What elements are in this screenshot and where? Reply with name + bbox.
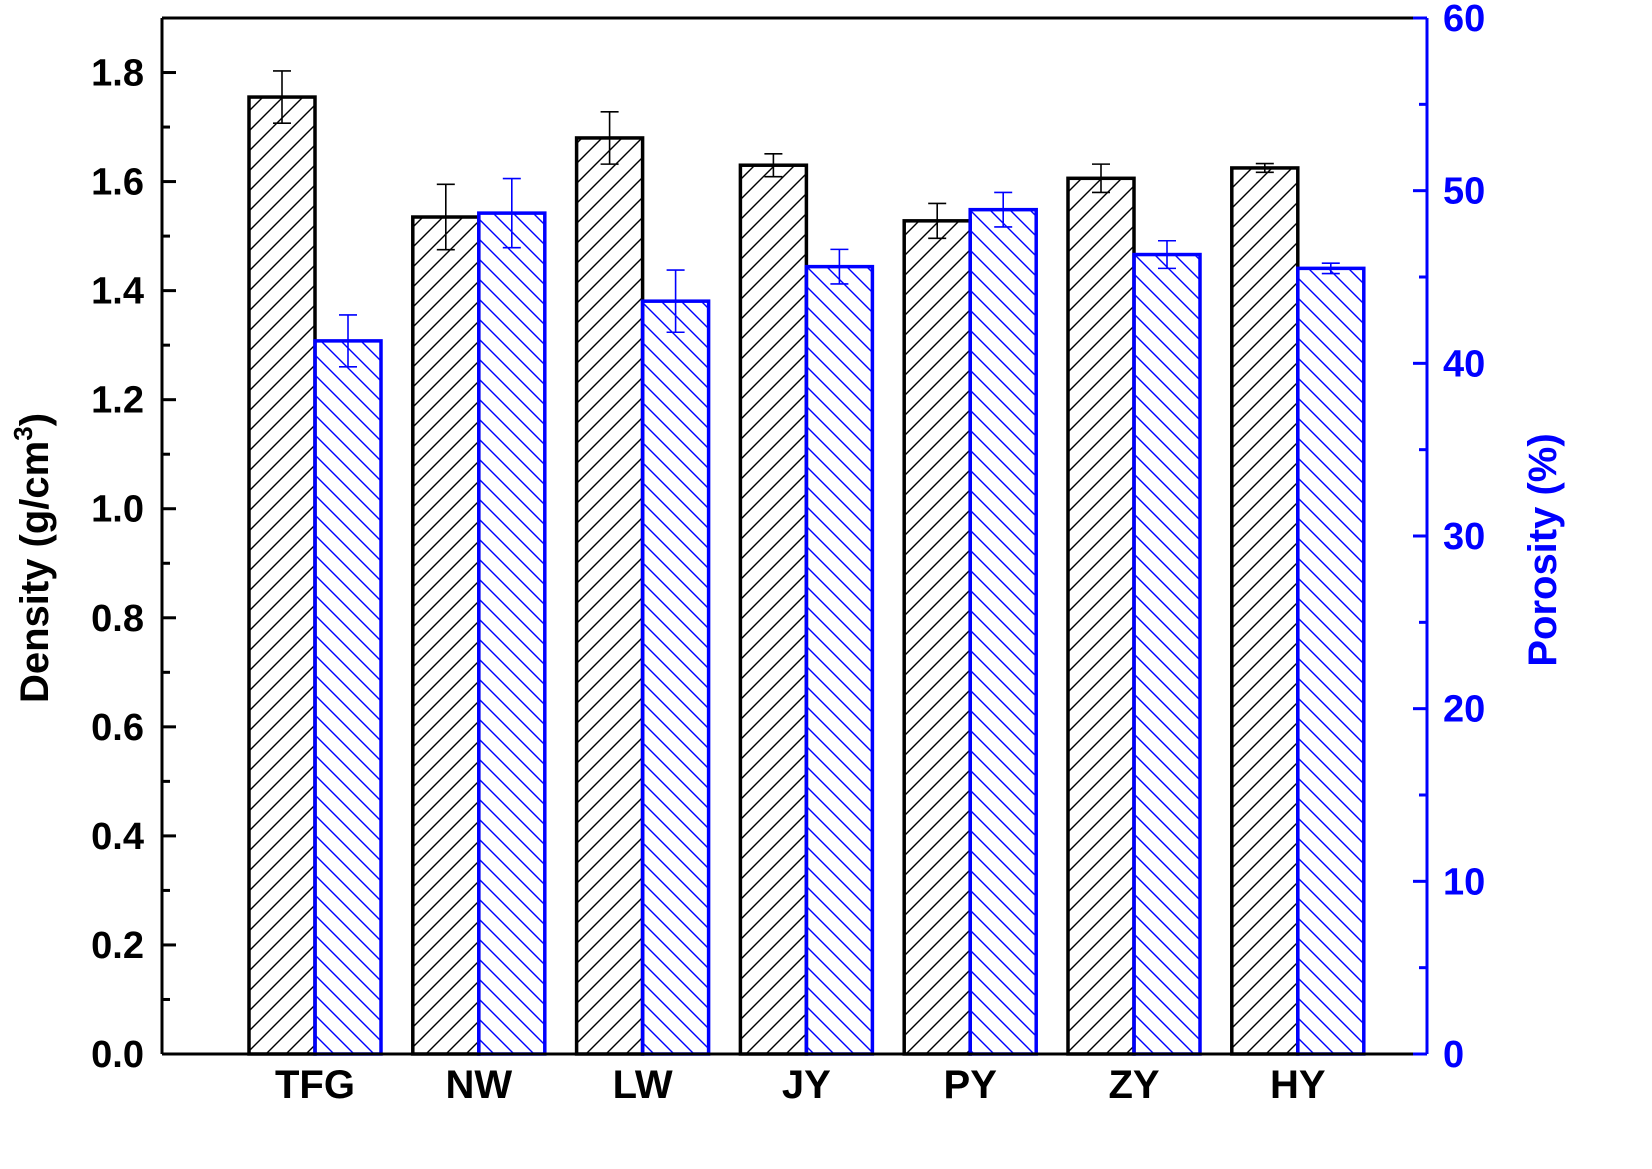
- right-tick-label: 40: [1443, 343, 1485, 385]
- left-tick-label: 1.2: [91, 380, 144, 422]
- porosity-error-bar-jy: [830, 248, 849, 285]
- porosity-error-bar-zy: [1158, 239, 1176, 270]
- density-bar-nw: [411, 215, 481, 1056]
- right-tick-label: 10: [1443, 861, 1485, 903]
- bars-layer: [247, 95, 1366, 1056]
- x-tick-label: TFG: [275, 1063, 355, 1107]
- density-bar-zy: [1066, 176, 1136, 1056]
- left-tick-label: 1.8: [91, 53, 144, 95]
- density-bar-jy: [738, 163, 809, 1056]
- right-tick-label: 20: [1443, 689, 1485, 731]
- left-tick-label: 0.2: [91, 925, 144, 967]
- right-axis-label: Porosity (%): [1521, 433, 1565, 666]
- porosity-bar-tfg: [313, 339, 383, 1056]
- density-error-bar-tfg: [273, 70, 291, 125]
- porosity-bar-hy: [1296, 266, 1366, 1056]
- x-tick-label: HY: [1270, 1063, 1326, 1107]
- porosity-error-bar-py: [994, 191, 1013, 228]
- density-bar-tfg: [247, 95, 317, 1056]
- density-error-bar-py: [928, 202, 947, 240]
- porosity-bar-nw: [477, 211, 547, 1056]
- x-tick-label: JY: [782, 1063, 831, 1107]
- density-error-bar-zy: [1092, 163, 1110, 194]
- left-tick-label: 0.4: [91, 816, 144, 858]
- density-bar-hy: [1230, 166, 1300, 1056]
- porosity-bar-lw: [640, 299, 711, 1056]
- left-axis-ticks: 0.0 0.2 0.4 0.6 0.8 1.0 1.2 1.4 1.6 1.8: [91, 53, 176, 1076]
- porosity-error-bar-tfg: [339, 314, 357, 368]
- left-tick-label: 1.6: [91, 162, 144, 204]
- x-tick-label: LW: [613, 1063, 673, 1107]
- left-tick-label: 0.8: [91, 598, 144, 640]
- x-tick-label: ZY: [1108, 1063, 1159, 1107]
- porosity-bar-py: [968, 207, 1038, 1056]
- density-bar-lw: [574, 136, 645, 1056]
- right-axis-ticks: 0 10 20 30 40 50 60: [1413, 0, 1485, 1076]
- x-tick-label: NW: [445, 1063, 512, 1107]
- porosity-error-bar-lw: [666, 269, 685, 334]
- left-tick-label: 0.6: [91, 707, 144, 749]
- x-axis-ticks: TFG NW LW JY PY ZY HY: [275, 1063, 1326, 1107]
- right-tick-label: 50: [1443, 171, 1485, 213]
- right-tick-label: 30: [1443, 516, 1485, 558]
- density-error-bar-lw: [600, 110, 619, 165]
- left-tick-label: 1.4: [91, 271, 144, 313]
- error-bars-layer: [273, 70, 1340, 368]
- right-tick-label: 60: [1443, 0, 1485, 40]
- left-tick-label: 1.0: [91, 489, 144, 531]
- right-tick-label: 0: [1443, 1034, 1464, 1076]
- porosity-error-bar-hy: [1321, 262, 1340, 275]
- density-error-bar-nw: [436, 183, 455, 251]
- porosity-bar-zy: [1132, 252, 1202, 1056]
- left-axis-label: Density (g/cm3): [8, 413, 57, 703]
- density-error-bar-jy: [764, 152, 783, 178]
- porosity-error-bar-nw: [502, 177, 521, 249]
- density-error-bar-hy: [1255, 162, 1274, 174]
- density-bar-py: [902, 219, 972, 1056]
- left-tick-label: 0.0: [91, 1034, 144, 1076]
- x-tick-label: PY: [944, 1063, 998, 1107]
- porosity-bar-jy: [804, 264, 875, 1056]
